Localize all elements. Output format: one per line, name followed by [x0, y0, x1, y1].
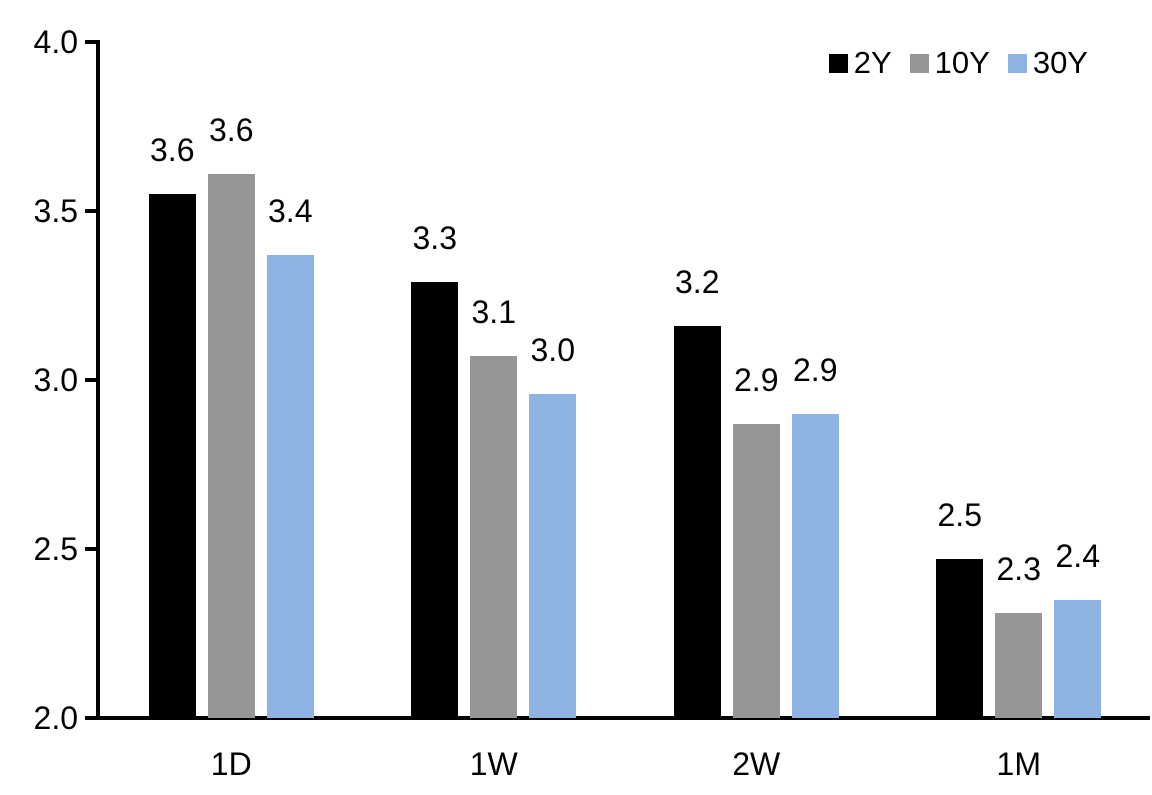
bar-value-label: 3.3	[412, 219, 457, 256]
legend-label: 10Y	[934, 45, 990, 80]
y-tick-label: 2.0	[33, 700, 78, 736]
bar	[936, 559, 984, 718]
y-axis-line	[96, 40, 100, 720]
chart-legend: 2Y 10Y 30Y	[828, 45, 1088, 80]
bar	[207, 173, 255, 718]
bar-value-label: 2.9	[793, 351, 838, 388]
bar	[529, 393, 577, 718]
y-tick-label: 3.5	[33, 193, 78, 229]
x-category-label: 2W	[732, 746, 781, 782]
bar-value-label: 3.6	[209, 111, 254, 148]
bar	[148, 194, 196, 718]
y-tick	[85, 209, 96, 213]
legend-item: 10Y	[909, 45, 990, 80]
y-tick	[85, 547, 96, 551]
bar	[995, 613, 1043, 718]
y-tick-label: 4.0	[33, 24, 78, 60]
y-tick	[85, 40, 96, 44]
bar-value-label: 3.2	[675, 263, 720, 300]
bar-value-label: 2.4	[1055, 537, 1100, 574]
x-axis-line	[96, 716, 1150, 720]
bar	[411, 281, 459, 718]
bar	[1054, 599, 1102, 718]
x-category-label: 1W	[469, 746, 518, 782]
bar-value-label: 2.9	[734, 361, 779, 398]
y-tick	[85, 716, 96, 720]
bar	[791, 413, 839, 718]
bar-value-label: 3.4	[268, 192, 313, 229]
bar	[673, 325, 721, 718]
bar	[266, 254, 314, 718]
y-tick-label: 2.5	[33, 531, 78, 567]
legend-item: 30Y	[1007, 45, 1088, 80]
x-category-label: 1M	[996, 746, 1041, 782]
y-tick	[85, 378, 96, 382]
legend-label: 2Y	[853, 45, 892, 80]
bar	[470, 356, 518, 718]
legend-swatch	[1007, 53, 1027, 73]
legend-item: 2Y	[828, 45, 892, 80]
bar-value-label: 3.0	[530, 331, 575, 368]
bar-value-label: 2.3	[996, 551, 1041, 588]
legend-swatch	[828, 53, 848, 73]
bar-value-label: 3.6	[150, 132, 195, 169]
legend-label: 30Y	[1032, 45, 1088, 80]
y-tick-label: 3.0	[33, 362, 78, 398]
bar-value-label: 3.1	[471, 294, 516, 331]
legend-swatch	[909, 53, 929, 73]
bar	[732, 423, 780, 718]
x-category-label: 1D	[210, 746, 252, 782]
bar-value-label: 2.5	[937, 497, 982, 534]
